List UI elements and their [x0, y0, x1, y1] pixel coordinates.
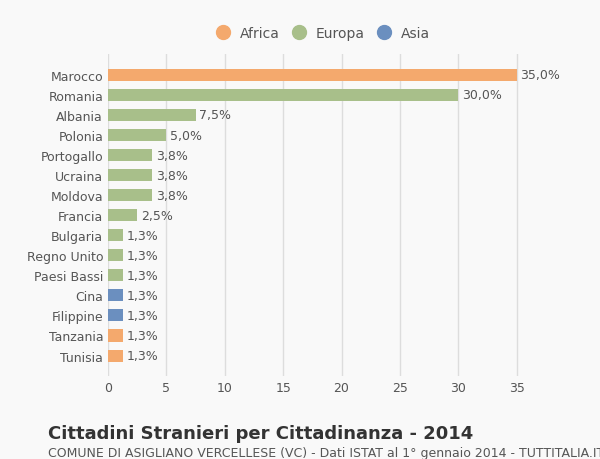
Legend: Africa, Europa, Asia: Africa, Europa, Asia	[211, 20, 437, 48]
Text: 2,5%: 2,5%	[140, 209, 173, 222]
Text: 3,8%: 3,8%	[156, 169, 188, 182]
Bar	[108, 270, 123, 282]
Bar	[108, 250, 123, 262]
Text: 1,3%: 1,3%	[127, 309, 158, 322]
Text: 35,0%: 35,0%	[520, 69, 560, 82]
Bar	[108, 70, 517, 82]
Text: 3,8%: 3,8%	[156, 189, 188, 202]
Text: Cittadini Stranieri per Cittadinanza - 2014: Cittadini Stranieri per Cittadinanza - 2…	[48, 425, 473, 442]
Bar	[108, 150, 152, 162]
Text: COMUNE DI ASIGLIANO VERCELLESE (VC) - Dati ISTAT al 1° gennaio 2014 - TUTTITALIA: COMUNE DI ASIGLIANO VERCELLESE (VC) - Da…	[48, 446, 600, 459]
Text: 1,3%: 1,3%	[127, 349, 158, 362]
Bar	[108, 90, 458, 102]
Bar	[108, 210, 137, 222]
Text: 1,3%: 1,3%	[127, 329, 158, 342]
Text: 1,3%: 1,3%	[127, 249, 158, 262]
Bar	[108, 330, 123, 342]
Text: 1,3%: 1,3%	[127, 269, 158, 282]
Text: 3,8%: 3,8%	[156, 149, 188, 162]
Text: 1,3%: 1,3%	[127, 289, 158, 302]
Bar	[108, 350, 123, 362]
Bar	[108, 130, 166, 142]
Text: 7,5%: 7,5%	[199, 109, 231, 122]
Bar	[108, 310, 123, 322]
Bar	[108, 190, 152, 202]
Bar	[108, 230, 123, 242]
Bar	[108, 110, 196, 122]
Bar	[108, 290, 123, 302]
Text: 5,0%: 5,0%	[170, 129, 202, 142]
Text: 30,0%: 30,0%	[462, 89, 502, 102]
Text: 1,3%: 1,3%	[127, 229, 158, 242]
Bar	[108, 170, 152, 182]
